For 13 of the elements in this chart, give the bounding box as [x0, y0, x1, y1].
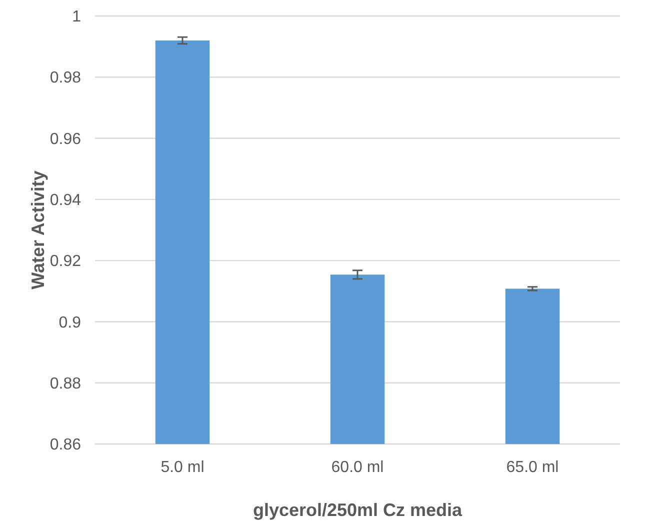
x-tick-label: 60.0 ml [331, 459, 384, 476]
x-axis-title: glycerol/250ml Cz media [252, 500, 464, 520]
y-tick-label: 0.88 [50, 375, 82, 392]
y-tick-label: 0.94 [50, 192, 82, 210]
y-tick-label: 0.86 [50, 436, 82, 454]
y-tick-label: 0.9 [58, 314, 82, 332]
x-tick-label: 5.0 ml [160, 459, 204, 476]
y-tick-label: 0.96 [50, 130, 82, 148]
y-tick-label: 0.98 [50, 70, 82, 87]
x-tick-label: 65.0 ml [506, 459, 559, 476]
y-axis-title: Water Activity [28, 170, 48, 290]
y-tick-label: 1 [72, 8, 82, 26]
y-tick-label: 0.92 [50, 253, 82, 270]
